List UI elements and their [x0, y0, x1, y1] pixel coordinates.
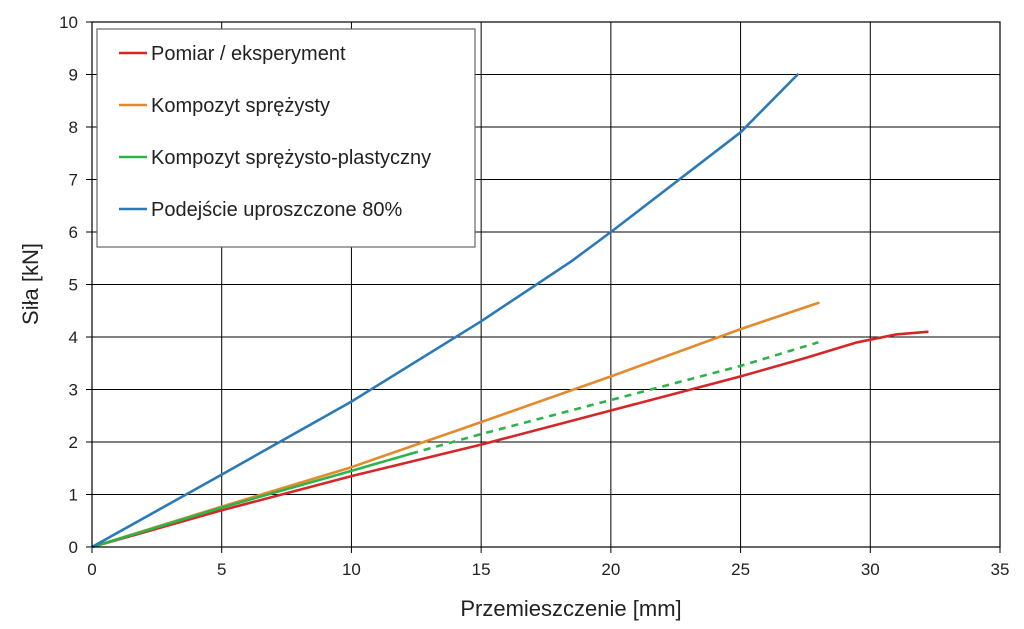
y-tick-label: 10: [59, 13, 78, 32]
y-tick-label: 8: [69, 118, 78, 137]
y-tick-label: 6: [69, 223, 78, 242]
series-lines: [90, 73, 929, 549]
x-tick-label: 5: [217, 560, 226, 579]
series-line-4: [90, 73, 799, 549]
series-line-3: [410, 341, 819, 455]
y-tick-label: 1: [69, 486, 78, 505]
x-tick-label: 0: [87, 560, 96, 579]
x-tick-label: 35: [991, 560, 1010, 579]
y-tick-label: 5: [69, 276, 78, 295]
y-tick-label: 2: [69, 433, 78, 452]
x-tick-label: 25: [731, 560, 750, 579]
legend-box: [96, 28, 476, 248]
y-axis-title: Siła [kN]: [18, 243, 43, 325]
x-tick-label: 20: [601, 560, 620, 579]
y-tick-label: 4: [69, 328, 78, 347]
legend-label: Kompozyt sprężysto-plastyczny: [151, 147, 431, 169]
y-tick-label: 3: [69, 381, 78, 400]
legend: Pomiar / eksperyment Kompozyt sprężysty Ko…: [96, 28, 476, 248]
tick-labels: 0 5 10 15 20 25 30 35 0 1 2 3 4 5 6 7 8 9 10: [59, 13, 1009, 579]
legend-label: Podejście uproszczone 80%: [151, 199, 402, 221]
plot-frame: [91, 21, 1001, 548]
series-line-2: [90, 452, 413, 549]
x-tick-label: 15: [472, 560, 491, 579]
x-tick-label: 10: [342, 560, 361, 579]
legend-label: Pomiar / eksperyment: [151, 43, 346, 65]
y-tick-label: 0: [69, 538, 78, 557]
series-line-0: [90, 330, 929, 549]
legend-label: Kompozyt sprężysty: [151, 95, 330, 117]
y-tick-label: 9: [69, 66, 78, 85]
y-tick-label: 7: [69, 171, 78, 190]
x-axis-title: Przemieszczenie [mm]: [460, 596, 681, 621]
x-tick-label: 30: [861, 560, 880, 579]
